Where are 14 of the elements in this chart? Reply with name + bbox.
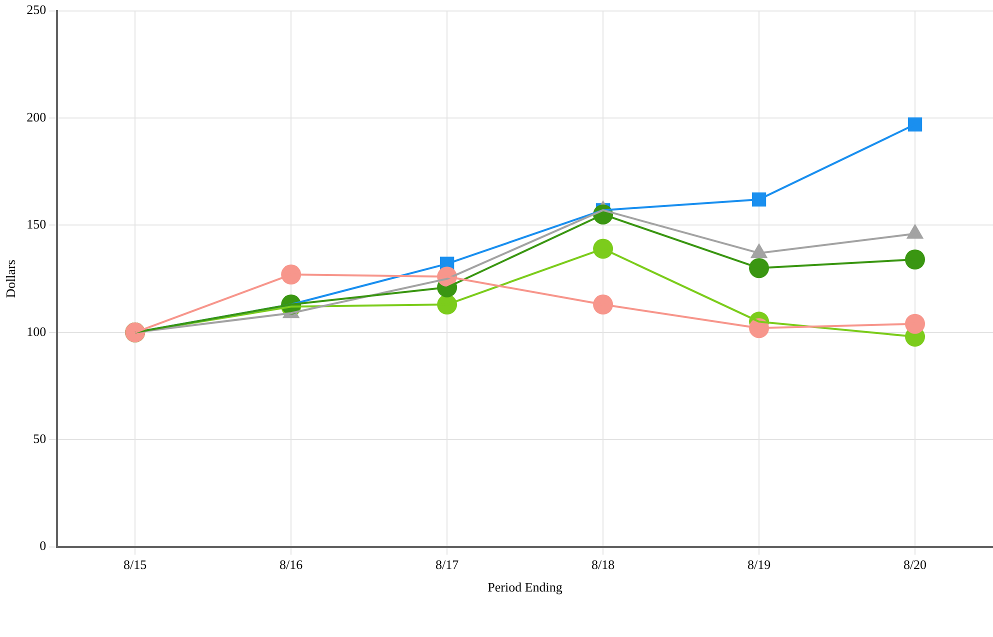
x-tick-label: 8/17 [435, 557, 460, 572]
y-tick-label: 200 [26, 109, 46, 124]
x-tick-label: 8/19 [747, 557, 771, 572]
y-tick-label: 0 [40, 538, 46, 554]
x-tick-label: 8/16 [280, 557, 304, 572]
y-tick-label: 50 [33, 431, 46, 446]
y-tick-label: 250 [26, 2, 46, 18]
y-axis-title: Dollars [3, 260, 18, 298]
x-axis-title: Period Ending [488, 580, 563, 595]
x-tick-label: 8/20 [903, 557, 927, 572]
x-tick-label: 8/15 [124, 557, 147, 572]
x-tick-label: 8/18 [591, 557, 615, 572]
y-tick-label: 150 [26, 216, 46, 232]
y-tick-label: 100 [26, 324, 46, 339]
